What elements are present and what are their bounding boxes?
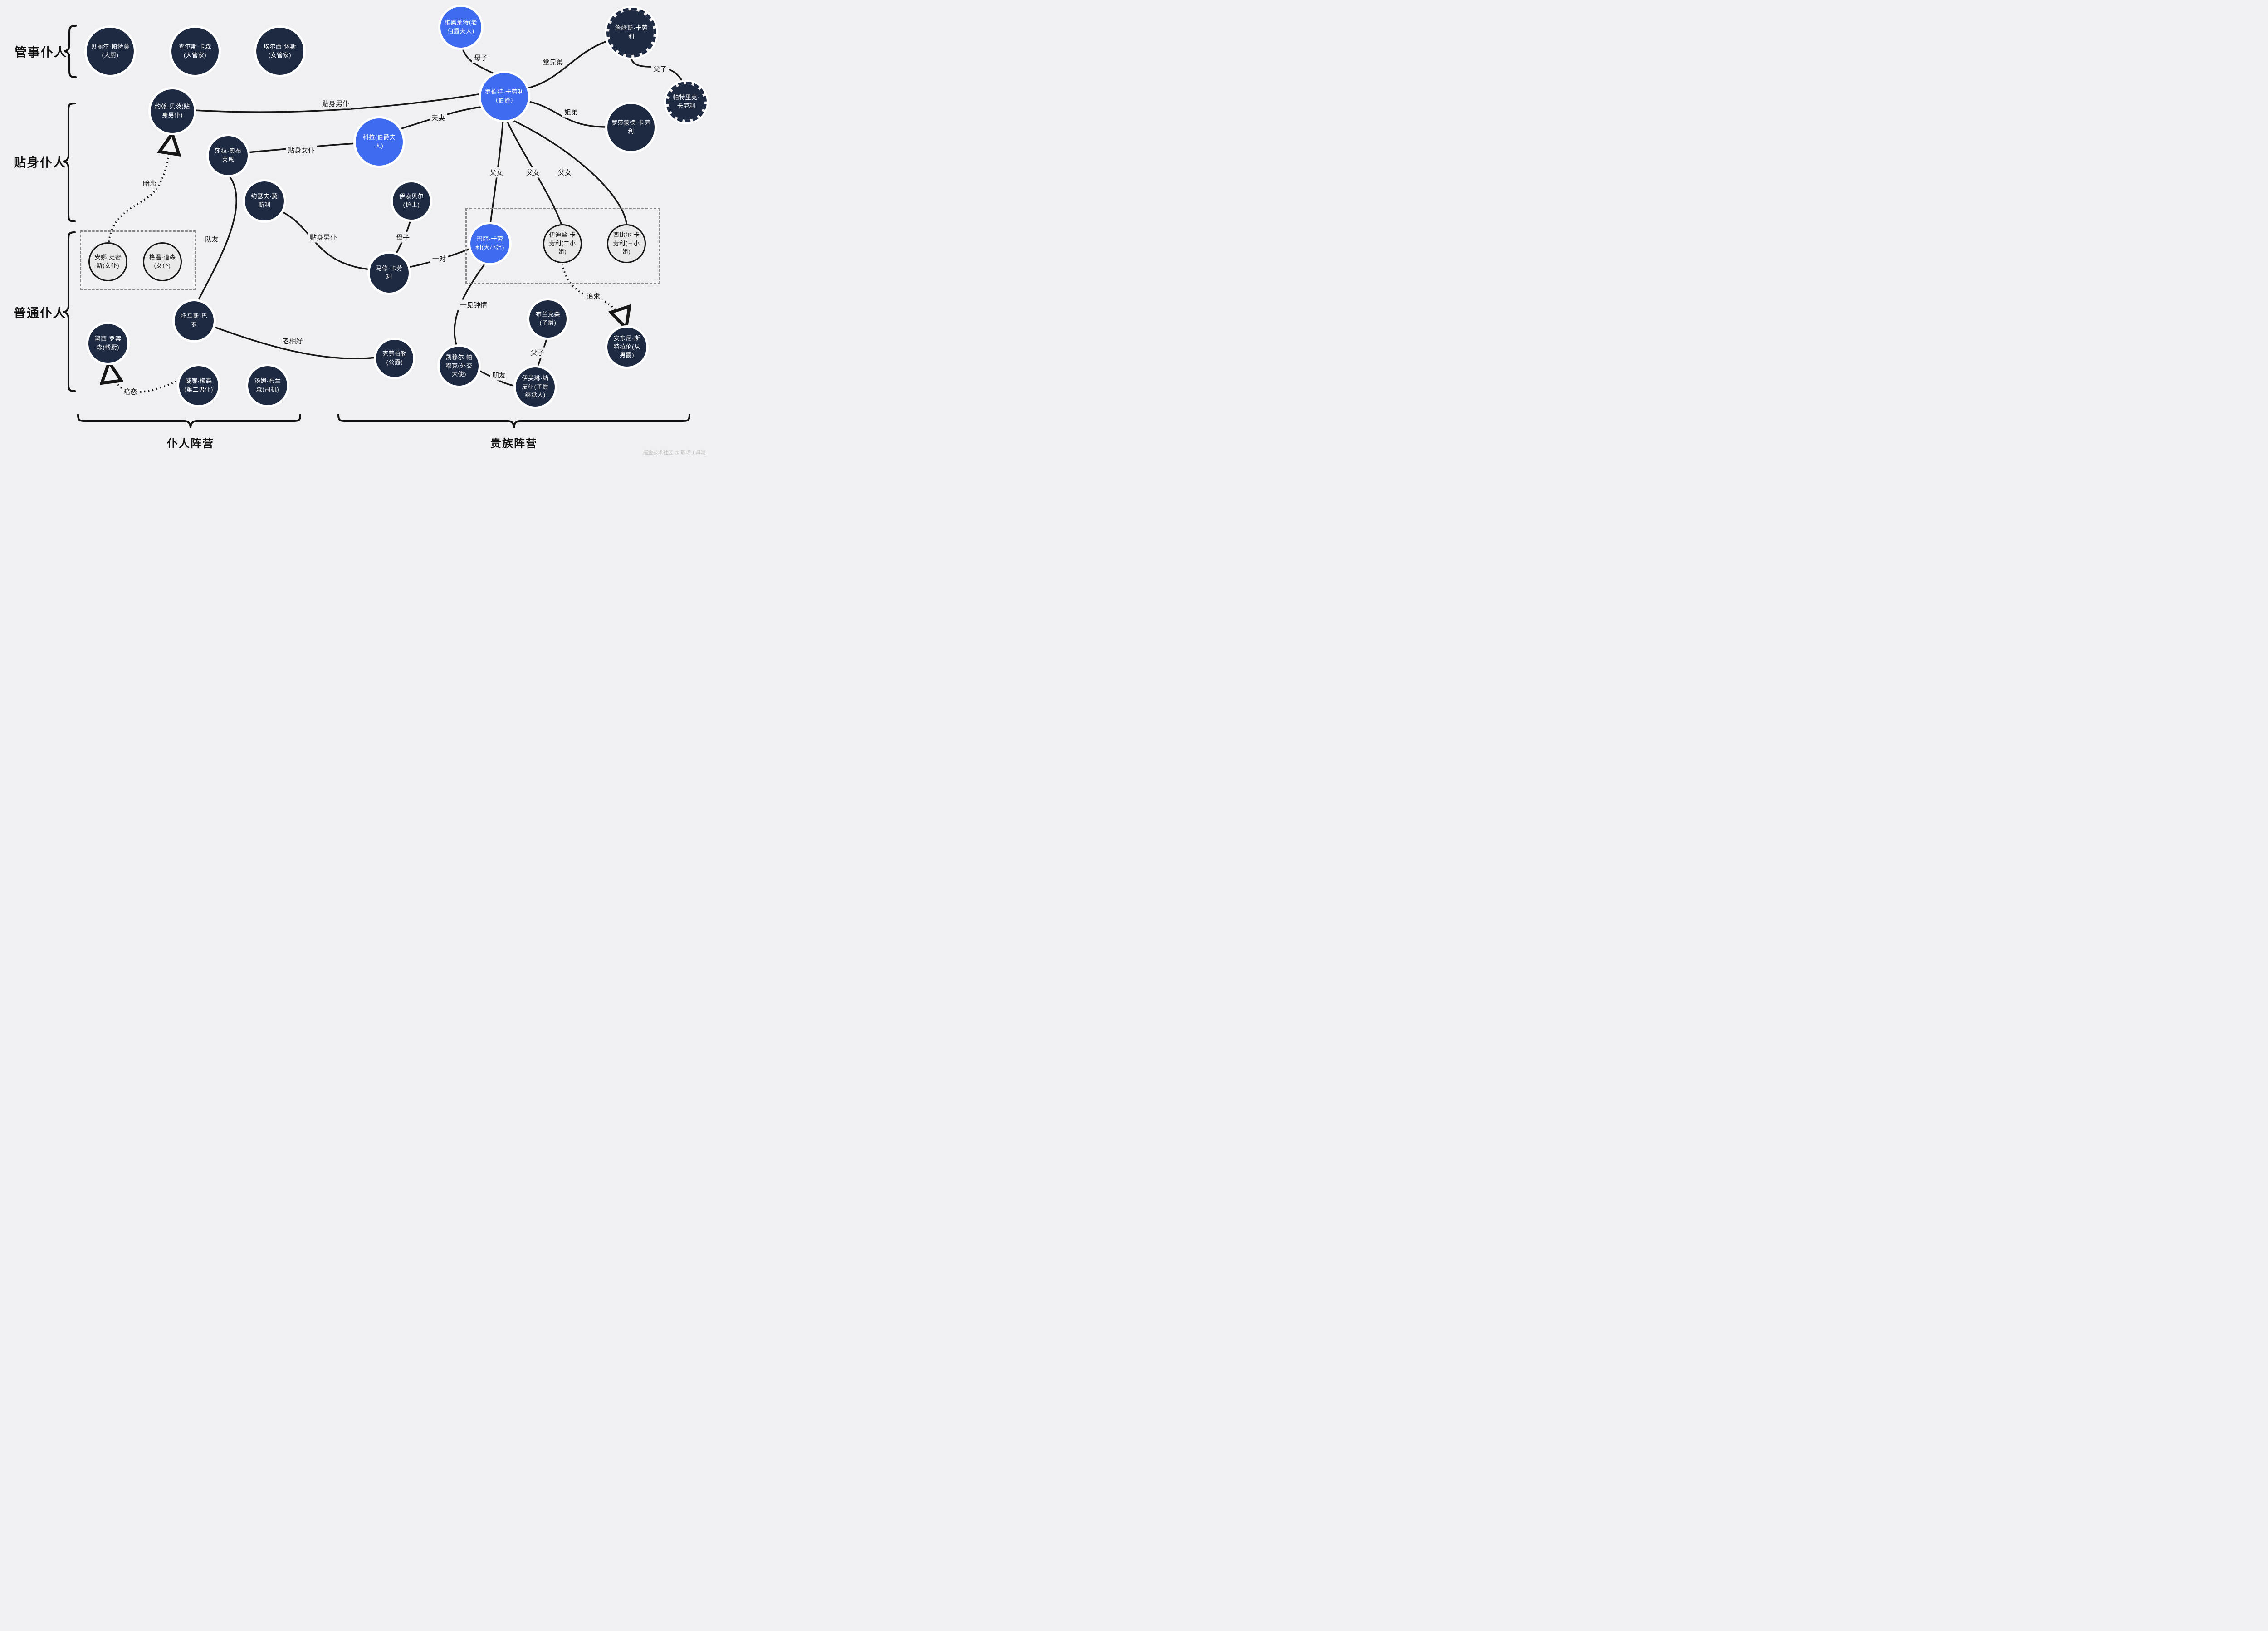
edge-label-cousins: 堂兄弟 <box>541 57 565 68</box>
node-cora[interactable]: 科拉(伯爵夫人) <box>356 118 403 166</box>
edge-label-old-flame: 老相好 <box>280 335 305 346</box>
group-label-personal-servants: 贴身仆人 <box>14 156 66 170</box>
node-thomas-barrow[interactable]: 托马斯·巴罗 <box>175 301 214 340</box>
group-label-common-servants: 普通仆人 <box>14 306 66 320</box>
node-elsie-hughes[interactable]: 埃尔西·休斯(女管家) <box>256 28 303 75</box>
edge-label-father-son-brancaster: 父子 <box>528 347 547 358</box>
node-anthony-strallan[interactable]: 安东尼·斯特拉伦(从男爵) <box>607 328 646 367</box>
camp-label-servants: 仆人阵营 <box>167 437 214 450</box>
daughters-group-box <box>465 208 660 284</box>
brace-stewards <box>63 25 77 78</box>
node-charles-carson[interactable]: 查尔斯·卡森(大管家) <box>171 28 219 75</box>
node-kemal-pamuk[interactable]: 凯穆尔·帕穆克(外交大使) <box>440 347 479 386</box>
edge-label-teammates: 队友 <box>203 234 221 245</box>
edge-label-valet-bates: 贴身男仆 <box>320 98 352 109</box>
edge-label-a-pair: 一对 <box>430 253 448 264</box>
node-patrick-crawley[interactable]: 帕特里克·卡劳利 <box>666 82 707 122</box>
camp-label-nobles: 贵族阵营 <box>490 437 538 450</box>
node-robert-crawley[interactable]: 罗伯特·卡劳利（伯爵） <box>481 73 528 120</box>
edge-william-daisy-crush <box>109 364 181 393</box>
node-joseph-molesley[interactable]: 约瑟夫·莫斯利 <box>245 181 284 220</box>
node-matthew-crawley[interactable]: 马修·卡劳利 <box>370 254 409 293</box>
node-violet[interactable]: 维奥莱特(老伯爵夫人) <box>440 7 481 48</box>
edge-anna-bates-crush <box>108 136 172 242</box>
node-gwen-dawson[interactable]: 格温·道森(女仆) <box>143 242 182 281</box>
brace-noble-camp <box>337 414 690 429</box>
node-beryl-patmore[interactable]: 贝丽尔·帕特莫(大厨) <box>87 28 134 75</box>
edge-label-crush-anna: 暗恋 <box>141 178 159 189</box>
edge-label-friends: 朋友 <box>490 370 508 381</box>
node-daisy-robinson[interactable]: 黛西·罗宾森(帮厨) <box>88 324 127 363</box>
edge-label-sister-brother: 姐弟 <box>562 107 580 118</box>
edge-molesley-matthew <box>280 211 371 270</box>
edge-label-mother-son-violet: 母子 <box>472 52 490 63</box>
node-tom-branson[interactable]: 汤姆·布兰森(司机) <box>248 366 287 405</box>
edge-label-father-daughter-mary: 父女 <box>487 167 505 178</box>
edge-label-couple-husband-wife: 夫妻 <box>429 112 447 123</box>
node-john-bates[interactable]: 约翰·贝茨(贴身男仆) <box>151 89 194 133</box>
watermark: 掘金技术社区 @ 职场工具箱 <box>643 450 706 456</box>
edge-label-love-at-first-sight: 一见钟情 <box>458 299 489 310</box>
edge-label-mother-son-isobel: 母子 <box>394 232 412 243</box>
node-crowborough[interactable]: 克劳伯勒(公爵) <box>376 340 413 377</box>
edge-obrien-thomas <box>197 174 237 302</box>
node-james-crawley[interactable]: 詹姆斯·卡劳利 <box>606 8 656 58</box>
node-edith-crawley[interactable]: 伊迪丝·卡劳利(二小姐) <box>543 224 582 263</box>
edge-label-father-daughter-edith: 父女 <box>524 167 542 178</box>
edge-robert-james <box>525 40 609 89</box>
edge-label-ladys-maid: 贴身女仆 <box>285 145 317 156</box>
node-sarah-obrien[interactable]: 莎拉·奥布莱恩 <box>209 136 248 175</box>
edge-edith-anthony-pursuit <box>562 263 626 326</box>
maids-group-box <box>80 230 196 290</box>
node-sybil-crawley[interactable]: 西比尔·卡劳利(三小姐) <box>607 224 646 263</box>
edge-label-pursuit: 追求 <box>584 291 602 302</box>
brace-personal-servants <box>62 103 76 222</box>
relationship-diagram: 管事仆人 贴身仆人 普通仆人 贝丽尔·帕特莫(大厨) 查尔斯·卡森(大管家) 埃… <box>0 0 711 460</box>
edge-bates-robert <box>193 93 482 113</box>
node-anna-smith[interactable]: 安娜·史密斯(女仆) <box>88 242 127 281</box>
group-label-stewards: 管事仆人 <box>15 45 67 59</box>
brace-servant-camp <box>77 414 301 429</box>
edge-thomas-crowborough <box>212 326 377 359</box>
node-evelyn-napier[interactable]: 伊芙琳·纳皮尔(子爵继承人) <box>516 367 555 407</box>
node-rosamund-crawley[interactable]: 罗莎蒙德·卡劳利 <box>607 104 655 151</box>
node-isobel[interactable]: 伊索贝尔(护士) <box>393 182 430 220</box>
node-mary-crawley[interactable]: 玛丽·卡劳利(大小姐) <box>470 224 509 263</box>
edge-violet-robert <box>461 46 498 76</box>
node-brancaster[interactable]: 布兰克森(子爵) <box>529 300 567 338</box>
edge-robert-sybil <box>508 118 627 224</box>
edge-label-father-son-james: 父子 <box>651 64 669 74</box>
edge-label-crush-william: 暗恋 <box>121 386 139 397</box>
edge-label-valet-molesley: 贴身男仆 <box>308 232 339 243</box>
node-william-mason[interactable]: 威廉·梅森(第二男仆) <box>179 366 218 405</box>
edge-label-father-daughter-sybil: 父女 <box>556 167 574 178</box>
brace-common-servants <box>62 231 76 392</box>
